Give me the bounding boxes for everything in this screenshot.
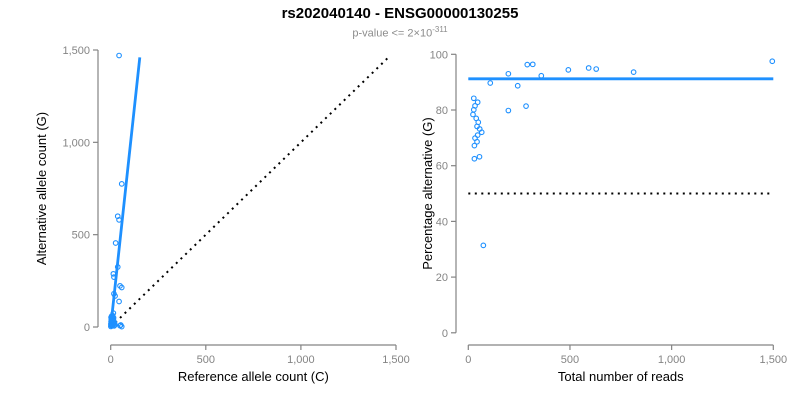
y-axis-label: Alternative allele count (G) (34, 112, 49, 265)
x-tick-label: 1,500 (760, 354, 788, 366)
scatter-point (112, 293, 118, 299)
chart-title: rs202040140 - ENSG00000130255 (281, 5, 519, 22)
scatter-point (116, 217, 122, 223)
scatter-point (111, 274, 117, 280)
scatter-point (478, 129, 485, 136)
pvalue-prefix: p-value <= 2 (352, 27, 414, 40)
y-tick-label: 60 (436, 161, 448, 173)
scatter-point (116, 52, 122, 59)
y-tick-label: 0 (84, 322, 90, 334)
y-tick-label: 1,500 (62, 45, 90, 57)
scatter-point (116, 298, 122, 305)
y-tick-label: 1,000 (62, 137, 90, 149)
y-tick-label: 40 (436, 216, 448, 228)
x-tick-label: 500 (197, 354, 215, 366)
x-axis-label: Reference allele count (C) (178, 369, 329, 384)
scatter-point (114, 264, 121, 270)
scatter-point (474, 99, 481, 106)
scatter-point (630, 69, 637, 75)
scatter-point (471, 155, 478, 162)
scatter-point (112, 321, 118, 328)
scatter-point (112, 240, 119, 246)
scatter-point (118, 181, 125, 187)
x-tick-label: 1,000 (658, 354, 686, 366)
scatter-point (538, 72, 545, 79)
scatter-point (470, 111, 476, 118)
power-exponent: -311 (432, 25, 448, 34)
x-tick-label: 1,000 (287, 354, 315, 366)
scatter-point (529, 61, 536, 68)
x-tick-label: 0 (108, 354, 114, 366)
y-tick-label: 0 (442, 328, 448, 340)
scatter-point (118, 323, 125, 330)
scatter-point (110, 270, 117, 277)
scatter-point (470, 95, 477, 102)
fit-line (109, 57, 142, 328)
identity-line (110, 57, 389, 328)
scatter-point (505, 70, 512, 77)
y-tick-label: 500 (72, 230, 90, 242)
scatter-point (471, 142, 478, 149)
x-tick-label: 0 (465, 354, 471, 366)
chart-subtitle: p-value <= 2×10-311 (0, 25, 800, 40)
scatter-point (474, 138, 480, 145)
y-axis-label: Percentage alternative (G) (420, 117, 435, 269)
scatter-point (476, 153, 483, 160)
scatter-point (523, 103, 529, 109)
y-tick-label: 80 (436, 105, 448, 117)
power-base: 10 (419, 27, 433, 40)
scatter-point (109, 312, 116, 319)
scatter-point (505, 107, 512, 114)
x-tick-label: 1,500 (382, 354, 410, 366)
scatter-point (524, 61, 531, 68)
scatter-point (118, 284, 125, 291)
y-tick-label: 20 (436, 272, 448, 284)
scatter-point (769, 58, 776, 65)
scatter-point (480, 242, 487, 249)
times-symbol: × (413, 27, 420, 40)
scatter-point (487, 80, 494, 86)
scatter-point (514, 82, 521, 89)
scatter-point (585, 65, 592, 71)
y-tick-label: 100 (430, 49, 448, 61)
x-axis-label: Total number of reads (558, 369, 684, 384)
x-tick-label: 500 (561, 354, 579, 366)
scatter-point (593, 66, 600, 72)
scatter-point (565, 67, 572, 73)
